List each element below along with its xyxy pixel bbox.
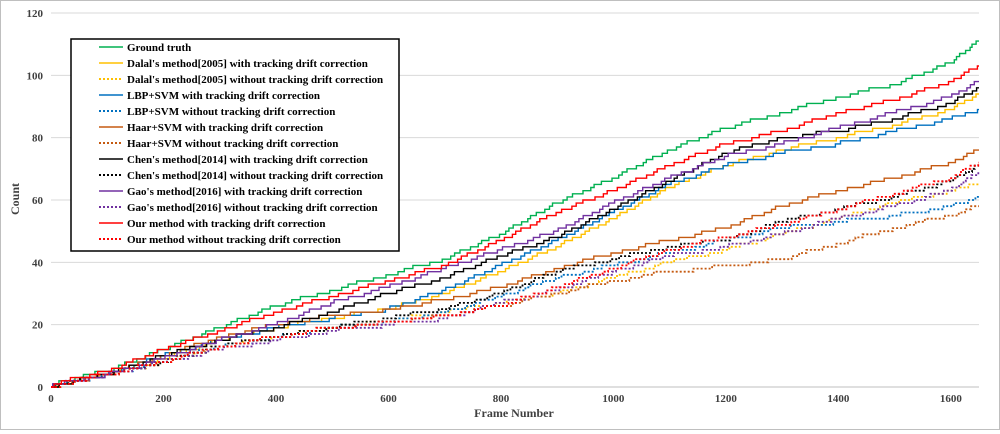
legend-box (70, 38, 400, 252)
legend-label: Haar+SVM without tracking drift correcti… (127, 138, 338, 150)
y-tick-label: 40 (32, 257, 44, 269)
legend-label: Haar+SVM with tracking drift correction (127, 122, 323, 134)
legend-label: Dalal's method[2005] without tracking dr… (127, 74, 383, 86)
legend-label: Gao's method[2016] without tracking drif… (127, 202, 378, 214)
legend-label: Chen's method[2014] with tracking drift … (127, 154, 368, 166)
x-tick-label: 600 (380, 393, 397, 405)
legend-label: Gao's method[2016] with tracking drift c… (127, 186, 362, 198)
legend-label: Our method without tracking drift correc… (127, 234, 341, 246)
series-line (51, 40, 979, 388)
legend-label: Chen's method[2014] without tracking dri… (127, 170, 383, 182)
series-line (51, 161, 980, 388)
legend-label: Dalal's method[2005] with tracking drift… (127, 58, 368, 70)
y-tick-label: 80 (32, 133, 44, 145)
x-tick-label: 200 (155, 393, 172, 405)
x-tick-label: 1400 (827, 393, 850, 405)
x-tick-label: 1200 (715, 393, 738, 405)
legend-label: Our method with tracking drift correctio… (127, 218, 325, 230)
y-tick-label: 120 (27, 8, 44, 20)
legend-label: Ground truth (127, 42, 191, 54)
series-line (51, 149, 979, 388)
series-line (51, 164, 979, 388)
legend: Ground truth Dalal's method[2005] with tr… (70, 38, 400, 252)
y-axis-title: Count (8, 183, 22, 215)
series-line (51, 196, 979, 388)
x-tick-label: 1000 (602, 393, 625, 405)
series-line (51, 80, 979, 388)
y-tick-label: 100 (27, 70, 44, 82)
y-tick-labels: 0 20 40 60 80 100 120 (27, 8, 44, 394)
x-tick-label: 1600 (940, 393, 963, 405)
y-tick-label: 20 (32, 320, 44, 332)
x-tick-label: 800 (493, 393, 510, 405)
series-lines (51, 40, 980, 388)
legend-label: LBP+SVM without tracking drift correctio… (127, 106, 335, 118)
series-line (51, 108, 979, 388)
legend-items: Ground truth Dalal's method[2005] with tr… (99, 42, 383, 246)
x-tick-label: 400 (268, 393, 285, 405)
series-line (51, 171, 980, 388)
legend-label: LBP+SVM with tracking drift correction (127, 90, 320, 102)
y-tick-label: 0 (38, 382, 44, 394)
x-tick-labels: 0 200 400 600 800 1000 1200 1400 1600 (48, 393, 962, 405)
y-tick-label: 60 (32, 195, 44, 207)
x-axis-title: Frame Number (474, 406, 554, 420)
x-tick-label: 0 (48, 393, 54, 405)
series-line (51, 65, 979, 388)
